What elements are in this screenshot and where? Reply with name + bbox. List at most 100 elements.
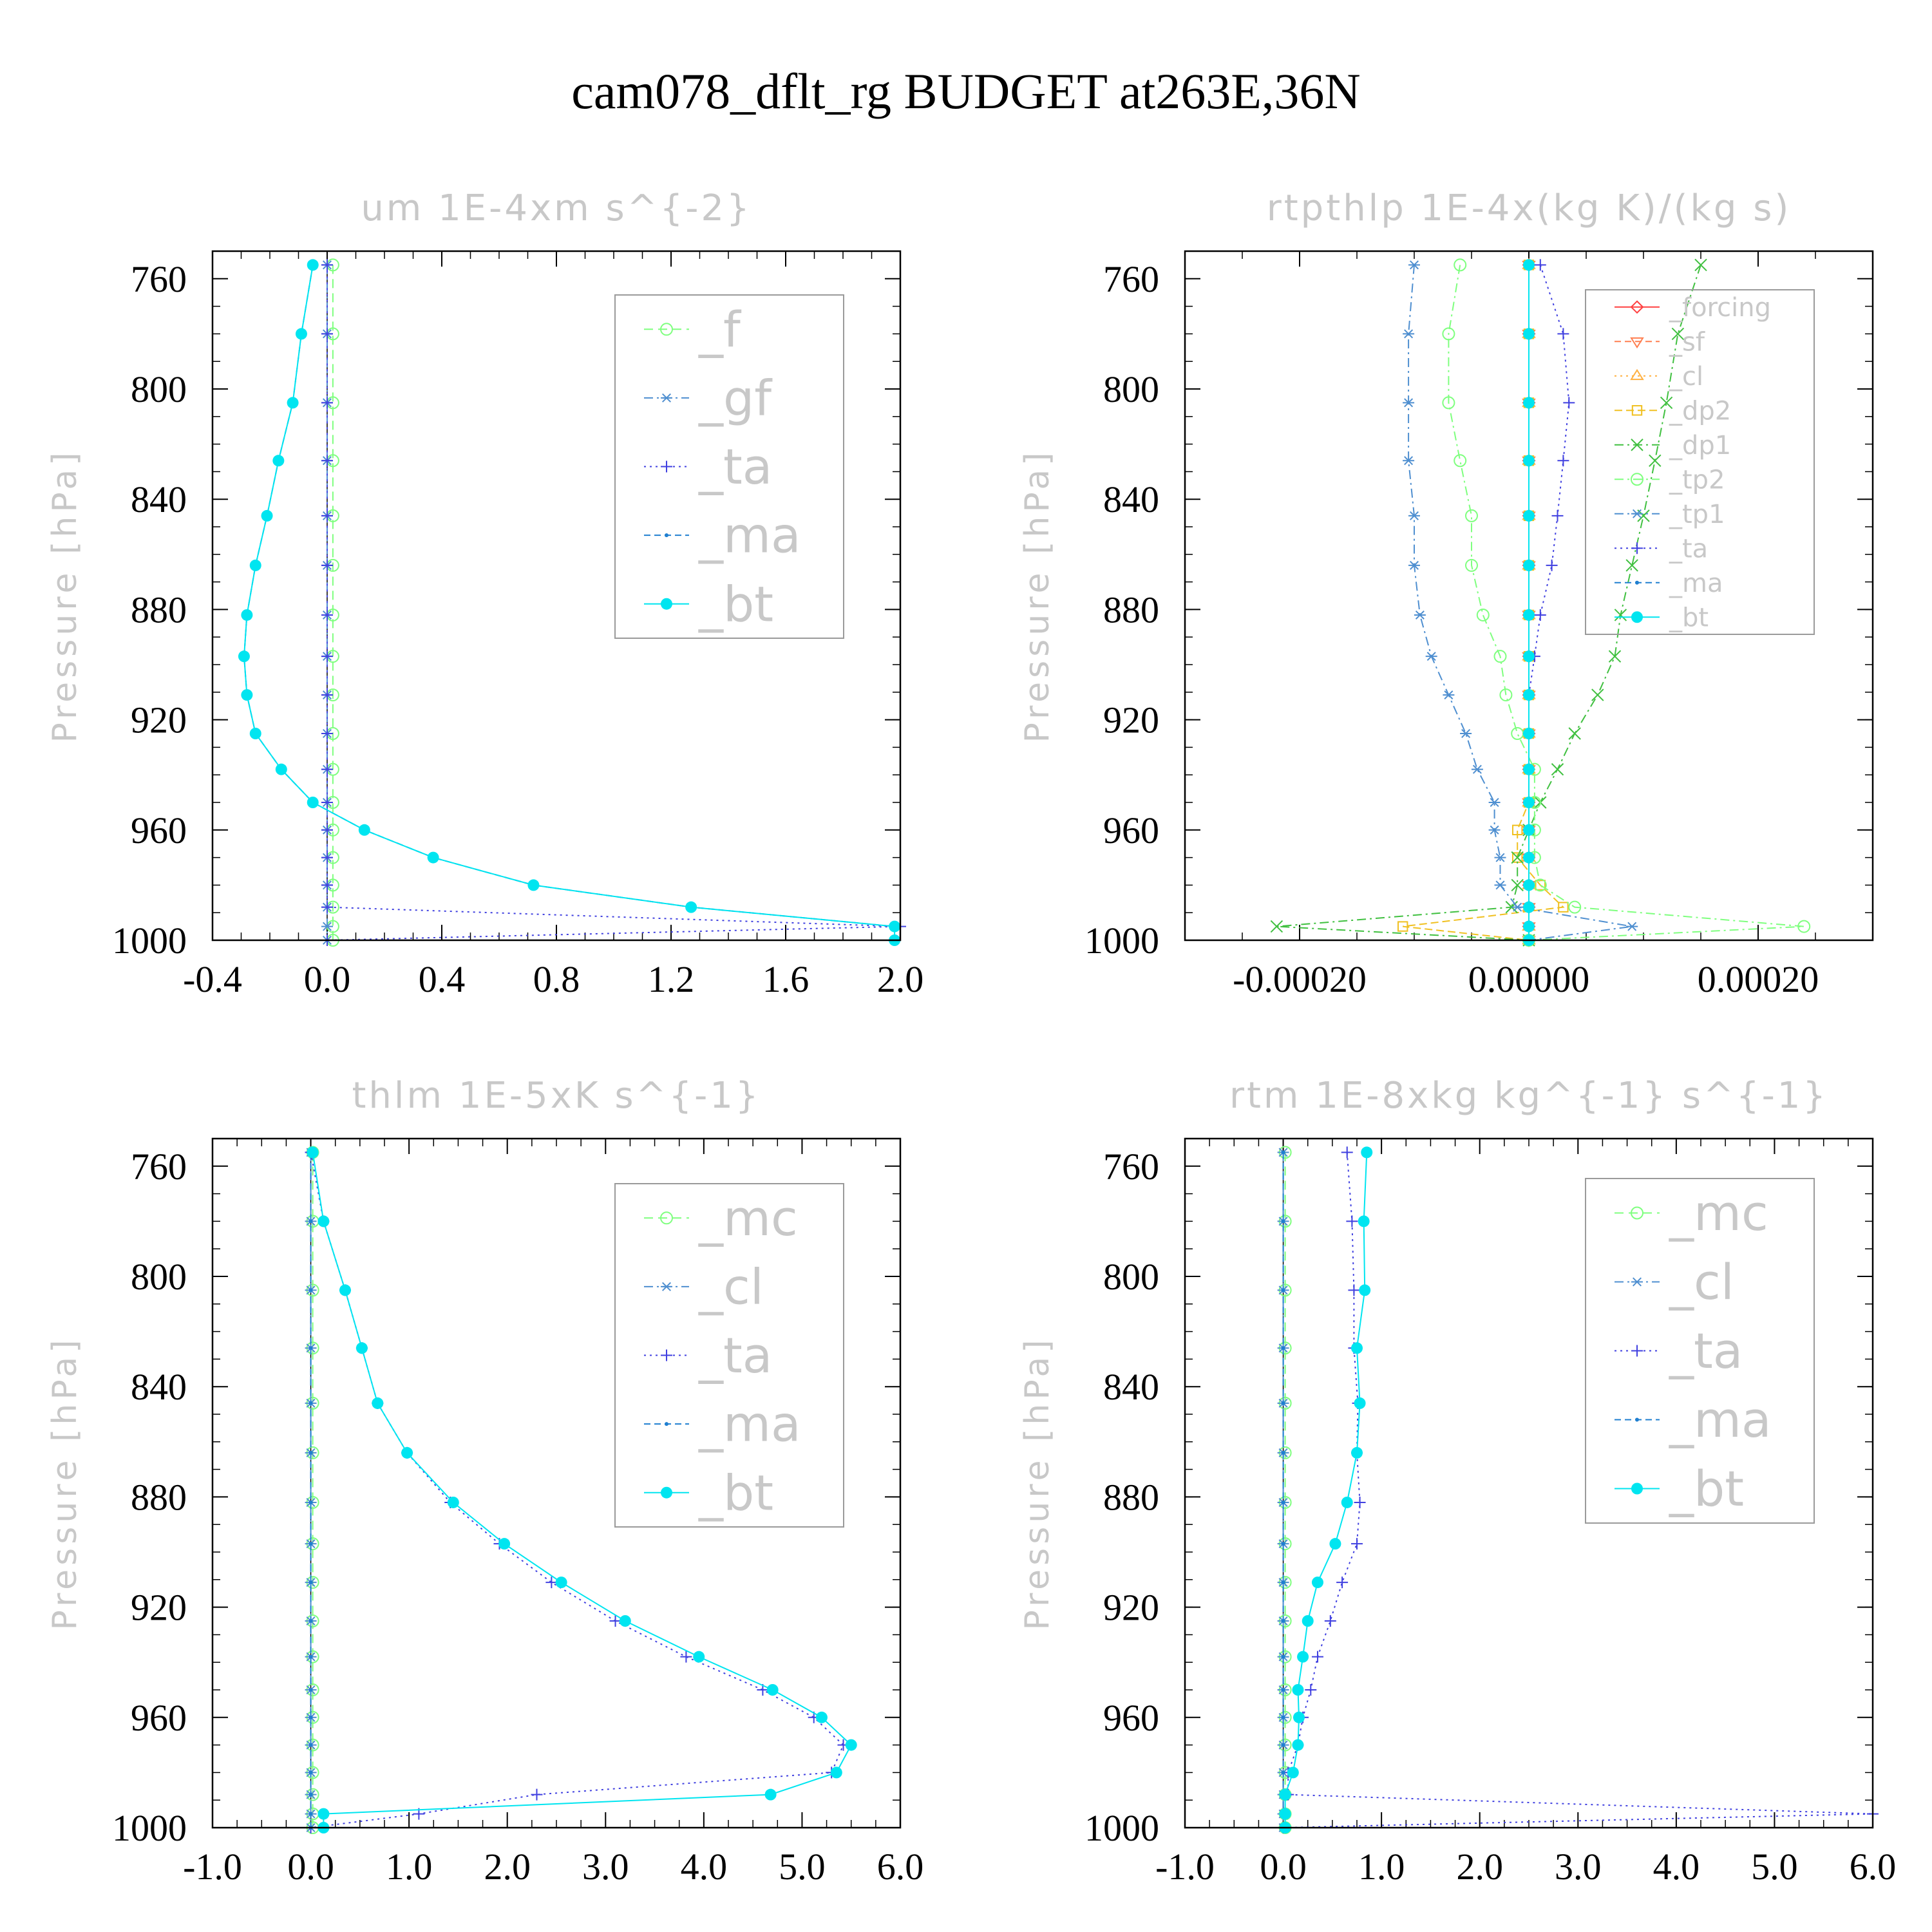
x-tick-label: -1.0 <box>183 1846 242 1888</box>
data-point-bt <box>1279 1788 1291 1801</box>
data-point-ma <box>1281 1450 1285 1455</box>
data-point-ta <box>680 1651 692 1663</box>
data-point-ta <box>321 397 333 409</box>
data-point-ma <box>1281 1219 1285 1224</box>
data-point-tp1 <box>1626 922 1638 931</box>
data-point-ma <box>1281 1770 1285 1775</box>
legend-label: _ta <box>1669 534 1708 564</box>
data-point-ta <box>1341 1146 1353 1159</box>
data-point-bt <box>355 1342 368 1354</box>
data-point-dp1 <box>1270 920 1283 933</box>
legend-label: _tp2 <box>1669 465 1725 495</box>
legend-marker <box>661 1486 672 1499</box>
series-line-ta <box>1528 265 1570 940</box>
data-point-ta <box>321 259 333 271</box>
data-point-ta <box>321 797 333 808</box>
y-tick-label: 960 <box>131 1697 187 1739</box>
legend-marker <box>660 323 673 336</box>
data-point-bt <box>619 1615 631 1627</box>
x-tick-label: 0.0 <box>304 958 351 1000</box>
legend-marker <box>1631 1345 1643 1357</box>
y-tick-label: 760 <box>131 1146 187 1188</box>
legend-marker <box>661 1349 672 1361</box>
y-tick-label: 1000 <box>112 1807 187 1849</box>
legend-label: _bt <box>1669 603 1709 632</box>
data-point-dp2 <box>1512 824 1523 835</box>
legend-marker <box>1631 1277 1643 1287</box>
legend: _f _gf _ta _ma _bt <box>614 294 844 639</box>
data-point-bt <box>1292 1684 1304 1696</box>
series-line-bt <box>1284 1152 1368 1828</box>
data-point-ta <box>321 455 333 467</box>
data-point-ma <box>308 1450 313 1455</box>
legend-label: _dp1 <box>1669 431 1731 460</box>
x-tick-label: 2.0 <box>1456 1846 1503 1888</box>
legend-marker <box>665 533 668 538</box>
data-point-bt <box>287 397 299 409</box>
data-point-tp2 <box>1454 454 1467 468</box>
data-point-tp1 <box>1403 456 1415 466</box>
data-point-tp1 <box>1494 880 1506 890</box>
y-tick-label: 880 <box>131 1476 187 1518</box>
data-point-bt <box>1523 824 1535 836</box>
legend-marker <box>1631 1206 1643 1220</box>
data-point-ma <box>1281 1654 1285 1659</box>
data-point-bt <box>1354 1397 1366 1409</box>
data-point-ma <box>308 1619 313 1623</box>
data-point-bt <box>339 1284 351 1296</box>
data-point-tp1 <box>1408 260 1420 270</box>
panel-title: rtpthlp 1E-4x(kg K)/(kg s) <box>1267 187 1792 229</box>
x-tick-label: 0.0 <box>1260 1846 1307 1888</box>
data-point-ta <box>1354 1496 1366 1508</box>
data-point-dp1 <box>1660 396 1673 410</box>
legend-label: _ta <box>1669 1322 1743 1379</box>
data-point-tp2 <box>1499 688 1513 702</box>
panel-thlm: thlm 1E-5xK s^{-1} Pressure [hPa] 760 800 84… <box>46 1075 923 1888</box>
series-line-ta <box>1283 1152 1873 1828</box>
data-point-bt <box>1523 689 1535 701</box>
legend-label: _ta <box>698 1327 772 1384</box>
data-point-bt <box>1359 1284 1371 1296</box>
legend-label: _sf <box>1669 327 1705 357</box>
series-group <box>1277 1146 1879 1834</box>
y-tick-label: 840 <box>1103 1366 1159 1408</box>
legend-marker <box>660 1211 673 1225</box>
legend-marker <box>1631 509 1643 518</box>
data-point-tp2 <box>1476 608 1490 621</box>
data-point-ta <box>1324 1615 1336 1627</box>
y-tick-label: 800 <box>131 1256 187 1298</box>
data-point-gf <box>321 922 333 931</box>
minor-ticks <box>212 251 901 941</box>
data-point-tp2 <box>1568 900 1582 914</box>
legend-label: _dp2 <box>1669 396 1731 426</box>
data-point-bt <box>1523 851 1535 864</box>
legend-label: _cl <box>698 1258 764 1316</box>
data-point-tp2 <box>1465 558 1478 572</box>
series-group <box>1270 258 1811 947</box>
x-tick-label: 0.8 <box>533 958 580 1000</box>
data-point-tp1 <box>1408 511 1420 520</box>
data-point-bt <box>249 728 261 739</box>
legend-marker <box>1630 300 1644 314</box>
data-point-tp1 <box>1488 825 1501 835</box>
data-point-dp1 <box>1568 727 1581 740</box>
data-point-dp2 <box>1397 921 1408 932</box>
legend-label: _ma <box>698 1396 801 1453</box>
data-point-tp1 <box>1511 902 1524 912</box>
series-line-tp2 <box>1448 265 1804 941</box>
data-point-dp1 <box>1511 878 1524 892</box>
y-tick-label: 760 <box>131 258 187 300</box>
panel-um: um 1E-4xm s^{-2} Pressure [hPa] 760 800 840 8… <box>46 187 923 1000</box>
data-point-bt <box>1311 1577 1323 1589</box>
data-point-bt <box>307 1146 319 1159</box>
legend: _mc _cl _ta _ma _bt <box>614 1183 844 1528</box>
data-point-ma <box>1281 1715 1285 1719</box>
data-point-tp1 <box>1414 610 1426 620</box>
data-point-ma <box>308 1654 313 1659</box>
panel-rtpthlp: rtpthlp 1E-4x(kg K)/(kg s) Pressure [hPa]… <box>1018 187 1874 1000</box>
data-point-ma <box>308 1500 313 1504</box>
data-point-tp2 <box>1493 650 1507 663</box>
x-tick-label: 3.0 <box>1555 1846 1602 1888</box>
data-point-bt <box>498 1538 511 1550</box>
legend-marker <box>1631 611 1643 623</box>
